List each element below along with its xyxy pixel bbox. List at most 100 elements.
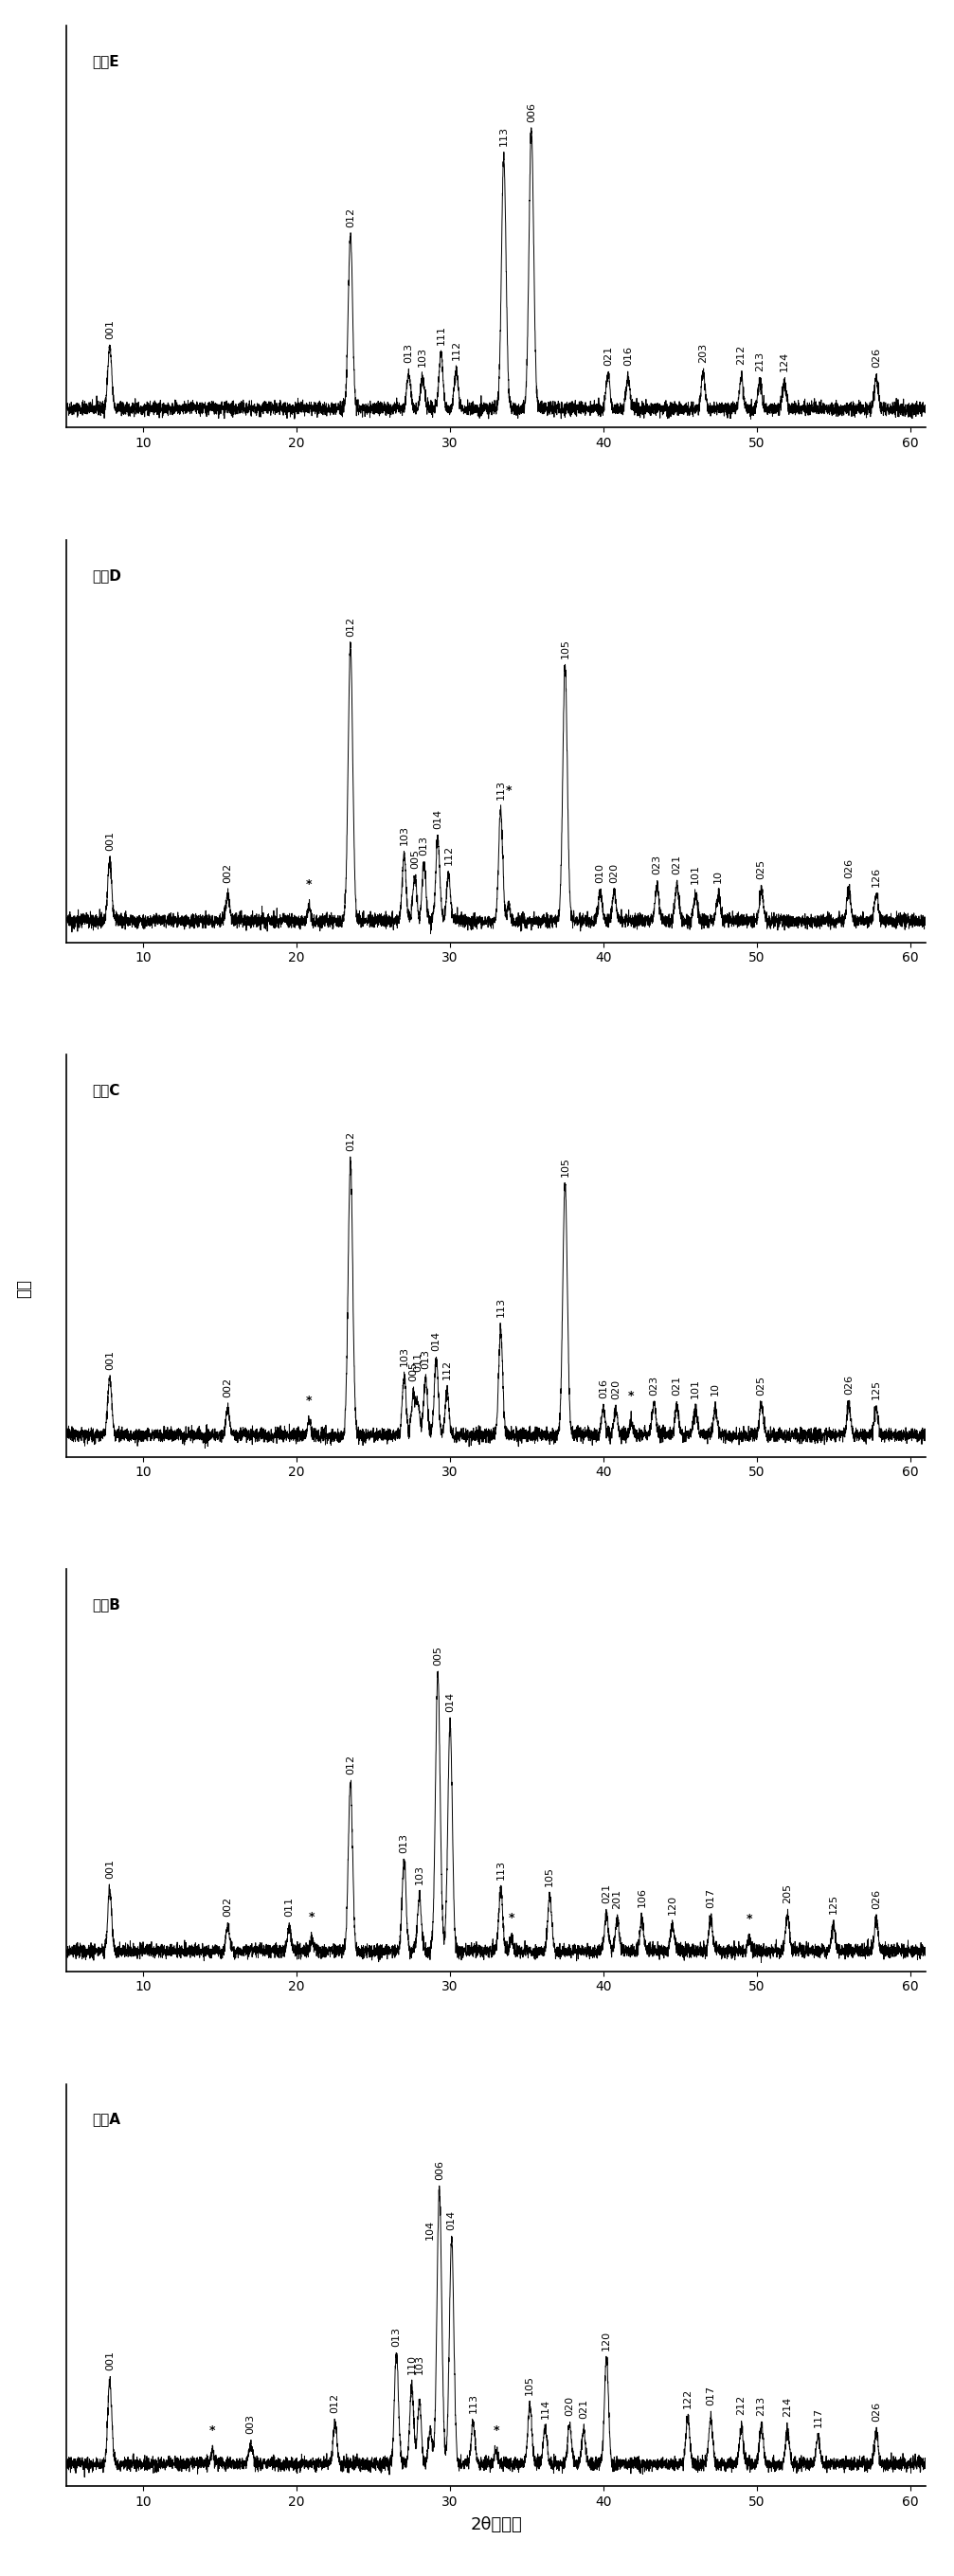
Text: 012: 012 bbox=[345, 206, 355, 227]
Text: 103: 103 bbox=[415, 2354, 425, 2375]
Text: 016: 016 bbox=[599, 1378, 608, 1399]
Text: *: * bbox=[306, 878, 312, 891]
Text: 005: 005 bbox=[433, 1646, 443, 1667]
Text: 103: 103 bbox=[400, 1347, 409, 1365]
Text: 103: 103 bbox=[418, 345, 427, 366]
Text: 112: 112 bbox=[451, 340, 461, 361]
Text: *: * bbox=[306, 1394, 312, 1406]
Text: 10: 10 bbox=[711, 1383, 720, 1396]
Text: 120: 120 bbox=[602, 2331, 612, 2349]
Text: 005: 005 bbox=[410, 850, 420, 868]
Text: 012: 012 bbox=[345, 616, 355, 636]
Text: 002: 002 bbox=[223, 1378, 233, 1396]
Text: 样品B: 样品B bbox=[93, 1597, 121, 1613]
Text: 样品E: 样品E bbox=[93, 54, 119, 67]
Text: 013: 013 bbox=[392, 2326, 402, 2347]
Text: 012: 012 bbox=[345, 1754, 355, 1775]
Text: 113: 113 bbox=[496, 781, 506, 799]
Text: 014: 014 bbox=[446, 2210, 456, 2231]
Text: 013: 013 bbox=[400, 1834, 409, 1852]
Text: 105: 105 bbox=[560, 1157, 570, 1177]
Text: *: * bbox=[506, 783, 511, 796]
Text: 021: 021 bbox=[579, 2398, 589, 2419]
Text: 111: 111 bbox=[436, 325, 446, 345]
Text: 025: 025 bbox=[757, 1376, 766, 1396]
Text: 023: 023 bbox=[653, 855, 662, 876]
Text: 105: 105 bbox=[545, 1865, 554, 1886]
Text: 014: 014 bbox=[431, 1332, 441, 1352]
Text: 213: 213 bbox=[755, 350, 764, 371]
Text: 013: 013 bbox=[404, 343, 413, 363]
Text: 001: 001 bbox=[105, 1350, 114, 1370]
Text: 001: 001 bbox=[105, 1860, 114, 1878]
Text: 026: 026 bbox=[844, 858, 854, 878]
Text: 113: 113 bbox=[496, 1860, 506, 1880]
Text: 021: 021 bbox=[673, 855, 682, 873]
X-axis label: 2θ（度）: 2θ（度） bbox=[470, 2517, 522, 2532]
Text: 106: 106 bbox=[637, 1888, 647, 1906]
Text: 025: 025 bbox=[757, 860, 766, 878]
Text: *: * bbox=[309, 1911, 315, 1924]
Text: 105: 105 bbox=[525, 2375, 534, 2396]
Text: 104: 104 bbox=[425, 2221, 435, 2241]
Text: 103: 103 bbox=[400, 827, 409, 845]
Text: 003: 003 bbox=[246, 2414, 256, 2434]
Text: 012: 012 bbox=[330, 2393, 340, 2414]
Text: 112: 112 bbox=[443, 1360, 452, 1381]
Text: 117: 117 bbox=[814, 2409, 822, 2427]
Text: *: * bbox=[493, 2424, 499, 2437]
Text: 026: 026 bbox=[872, 2401, 881, 2421]
Text: 001: 001 bbox=[105, 829, 114, 850]
Text: 005: 005 bbox=[408, 1360, 418, 1381]
Text: 125: 125 bbox=[829, 1893, 839, 1914]
Text: 113: 113 bbox=[499, 126, 508, 147]
Text: 026: 026 bbox=[844, 1376, 854, 1394]
Text: 014: 014 bbox=[446, 1692, 455, 1713]
Text: 010: 010 bbox=[595, 863, 605, 884]
Text: 016: 016 bbox=[623, 345, 633, 366]
Text: 017: 017 bbox=[706, 1888, 716, 1909]
Text: 112: 112 bbox=[444, 845, 453, 866]
Text: 006: 006 bbox=[527, 103, 536, 121]
Text: 020: 020 bbox=[610, 863, 619, 884]
Text: 002: 002 bbox=[223, 1896, 233, 1917]
Text: 201: 201 bbox=[612, 1888, 622, 1909]
Text: 样品D: 样品D bbox=[93, 569, 122, 582]
Text: 113: 113 bbox=[496, 1298, 506, 1316]
Text: 021: 021 bbox=[603, 345, 612, 366]
Text: 205: 205 bbox=[782, 1883, 792, 1904]
Text: 021: 021 bbox=[602, 1883, 612, 1904]
Text: 014: 014 bbox=[433, 809, 443, 829]
Text: *: * bbox=[209, 2424, 216, 2437]
Text: 强度: 强度 bbox=[15, 1278, 32, 1298]
Text: 120: 120 bbox=[668, 1893, 677, 1914]
Text: 026: 026 bbox=[872, 1888, 881, 1909]
Text: 110: 110 bbox=[407, 2354, 417, 2375]
Text: 013: 013 bbox=[419, 837, 428, 855]
Text: 101: 101 bbox=[691, 1378, 700, 1399]
Text: 212: 212 bbox=[736, 345, 746, 366]
Text: 103: 103 bbox=[415, 1865, 425, 1886]
Text: 020: 020 bbox=[611, 1378, 620, 1399]
Text: 012: 012 bbox=[345, 1131, 355, 1151]
Text: 114: 114 bbox=[540, 2398, 550, 2419]
Text: *: * bbox=[746, 1914, 752, 1924]
Text: 011: 011 bbox=[413, 1352, 423, 1370]
Text: 021: 021 bbox=[673, 1376, 682, 1396]
Text: 124: 124 bbox=[779, 353, 789, 371]
Text: 126: 126 bbox=[872, 868, 881, 886]
Text: 212: 212 bbox=[736, 2396, 746, 2416]
Text: 203: 203 bbox=[698, 343, 708, 363]
Text: 214: 214 bbox=[782, 2396, 792, 2416]
Text: 017: 017 bbox=[706, 2385, 716, 2406]
Text: 125: 125 bbox=[872, 1381, 881, 1399]
Text: 122: 122 bbox=[683, 2388, 693, 2409]
Text: 113: 113 bbox=[468, 2393, 478, 2414]
Text: 101: 101 bbox=[691, 863, 700, 884]
Text: 001: 001 bbox=[105, 319, 114, 340]
Text: 001: 001 bbox=[105, 2352, 114, 2370]
Text: 样品A: 样品A bbox=[93, 2112, 121, 2125]
Text: 105: 105 bbox=[560, 639, 570, 659]
Text: *: * bbox=[628, 1391, 634, 1401]
Text: 213: 213 bbox=[757, 2396, 766, 2416]
